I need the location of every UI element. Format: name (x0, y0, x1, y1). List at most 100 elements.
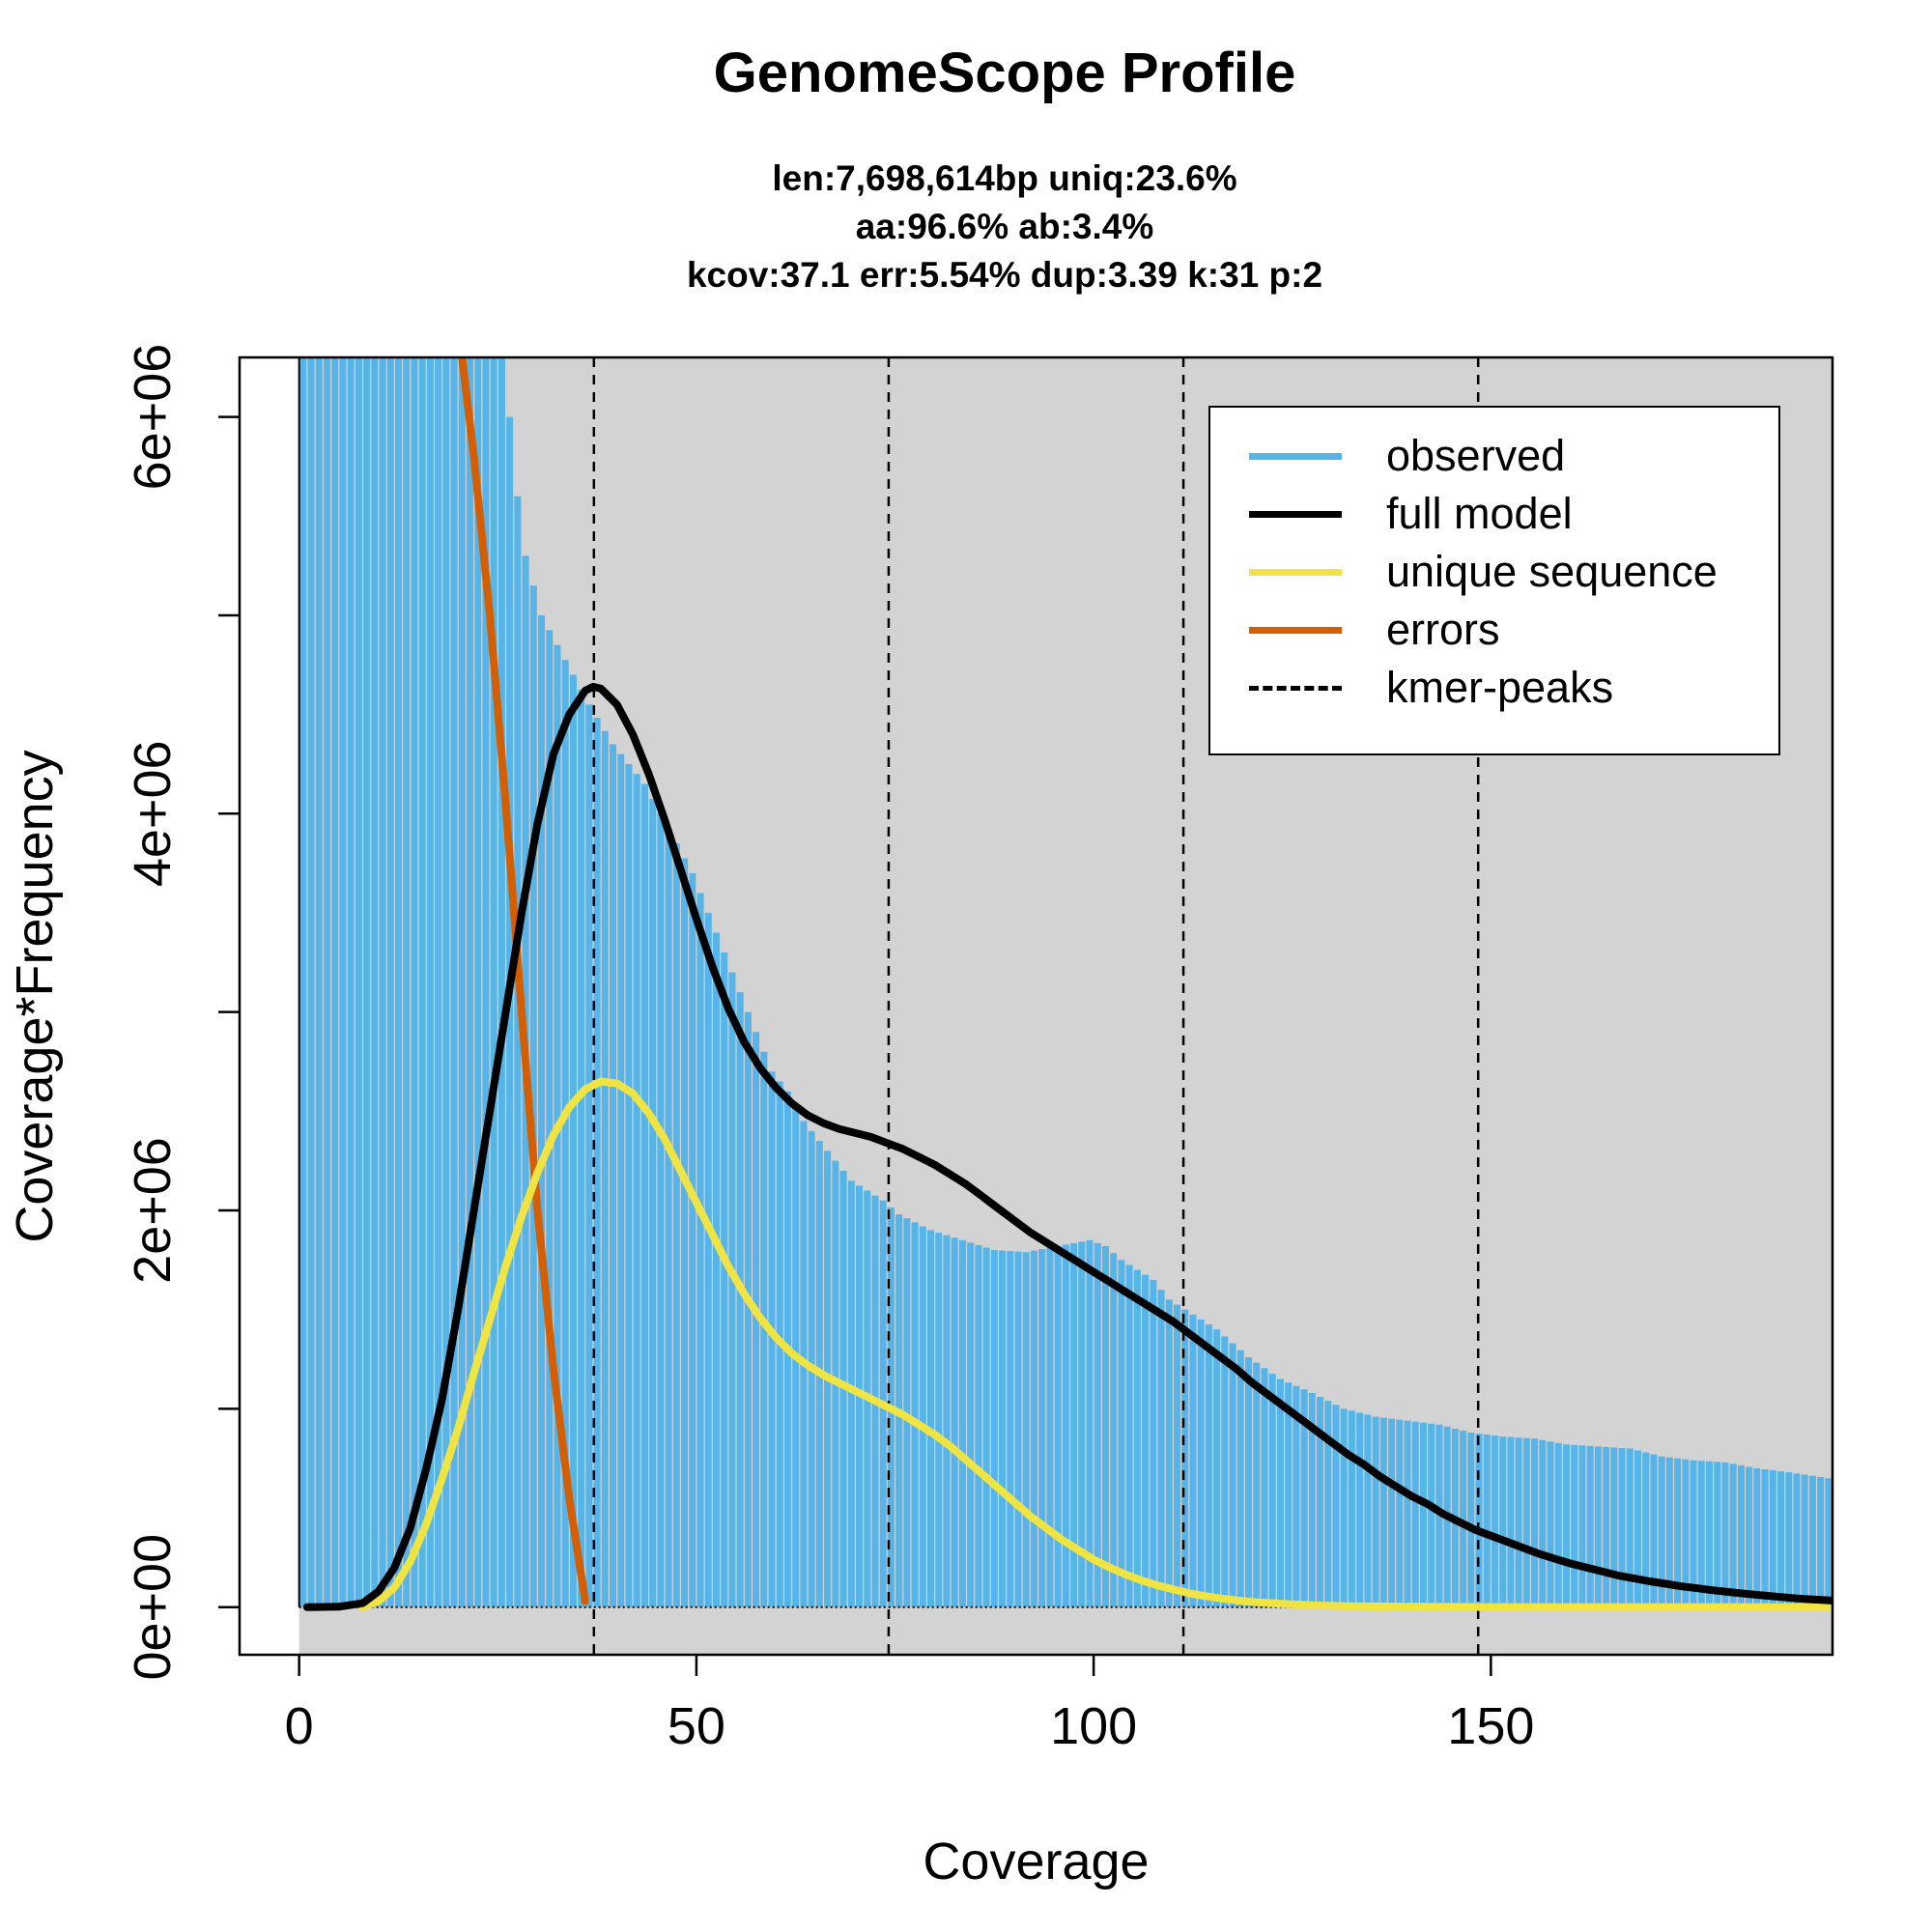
observed-bar (1268, 1373, 1276, 1607)
observed-bar (1110, 1253, 1118, 1607)
legend-swatch-errors (1249, 626, 1342, 634)
observed-bar (1324, 1401, 1332, 1607)
legend-item-kmer-peaks: kmer-peaks (1249, 659, 1613, 717)
observed-bar (919, 1226, 926, 1607)
observed-bar (339, 357, 347, 1607)
y-axis-label: Coverage*Frequency (6, 750, 64, 1242)
observed-bar (696, 893, 704, 1607)
observed-bar (1682, 1459, 1690, 1607)
observed-bar (1419, 1422, 1427, 1607)
legend-label-kmer-peaks: kmer-peaks (1386, 663, 1614, 712)
observed-bar (975, 1244, 982, 1607)
observed-bar (1062, 1244, 1069, 1607)
observed-bar (593, 718, 601, 1607)
observed-bar (672, 843, 680, 1607)
observed-bar (990, 1250, 998, 1607)
observed-bar (1086, 1239, 1094, 1607)
observed-bar (1674, 1458, 1682, 1607)
x-tick-label: 50 (668, 1697, 725, 1755)
observed-bar (1348, 1410, 1355, 1607)
observed-bar (514, 496, 522, 1607)
observed-bar (935, 1233, 943, 1607)
zero-coverage-strip (240, 357, 299, 1655)
observed-bar (1808, 1475, 1816, 1607)
observed-bar (394, 357, 403, 1607)
observed-bar (1761, 1468, 1769, 1607)
observed-bar (704, 912, 712, 1607)
observed-bar (1460, 1430, 1467, 1607)
observed-bar (1317, 1397, 1324, 1607)
observed-bar (1142, 1274, 1150, 1607)
legend-item-errors: errors (1249, 601, 1500, 659)
observed-bar (538, 614, 546, 1607)
observed-bar (1300, 1389, 1308, 1607)
observed-bar (728, 972, 736, 1607)
observed-bar (601, 730, 609, 1607)
observed-bar (712, 932, 720, 1607)
legend-item-observed: observed (1249, 427, 1565, 485)
observed-bar (665, 828, 672, 1607)
observed-bar (1046, 1247, 1054, 1607)
observed-bar (1253, 1362, 1261, 1607)
observed-bar (1411, 1421, 1419, 1607)
observed-bar (1173, 1304, 1180, 1607)
x-tick-label: 150 (1447, 1697, 1534, 1755)
observed-bar (1801, 1474, 1808, 1607)
observed-bar (760, 1051, 768, 1607)
chart-legend: observed full model unique sequence erro… (1208, 406, 1780, 755)
observed-bar (299, 357, 307, 1607)
observed-bar (1603, 1446, 1610, 1607)
observed-bar (1205, 1324, 1212, 1607)
observed-bar (1101, 1245, 1109, 1607)
observed-bar (331, 357, 339, 1607)
y-tick-label: 4e+06 (124, 740, 182, 887)
legend-swatch-unique-sequence (1249, 568, 1342, 576)
observed-bar (1022, 1252, 1030, 1607)
observed-bar (1475, 1434, 1483, 1607)
y-tick-label: 0e+00 (124, 1534, 182, 1681)
observed-bar (585, 704, 593, 1607)
observed-bar (1737, 1464, 1745, 1607)
observed-bar (1229, 1343, 1236, 1607)
observed-bar (1571, 1444, 1578, 1607)
observed-bar (1372, 1416, 1379, 1607)
legend-swatch-full-model (1249, 510, 1342, 518)
observed-bar (1293, 1385, 1300, 1607)
observed-bar (307, 357, 315, 1607)
observed-bar (386, 357, 394, 1607)
chart-subtitle-line-1: len:7,698,614bp uniq:23.6% (772, 158, 1237, 198)
observed-bar (1634, 1450, 1642, 1607)
observed-bar (1825, 1478, 1833, 1607)
observed-bar (1817, 1477, 1825, 1607)
observed-bar (951, 1237, 958, 1607)
observed-bar (1562, 1444, 1570, 1607)
observed-bar (958, 1239, 966, 1607)
observed-bar (466, 357, 474, 1607)
observed-bar (1388, 1418, 1396, 1607)
observed-bar (1181, 1309, 1189, 1607)
observed-bar (982, 1247, 990, 1607)
observed-bar (1642, 1452, 1650, 1607)
observed-bar (1515, 1437, 1522, 1607)
observed-bar (1547, 1441, 1554, 1607)
observed-bar (497, 357, 505, 1607)
observed-bar (999, 1250, 1007, 1607)
x-axis: 0 50 100 150 (285, 1655, 1534, 1755)
observed-bar (1522, 1437, 1530, 1607)
observed-bar (617, 753, 625, 1607)
legend-label-full-model: full model (1386, 489, 1573, 538)
observed-bar (315, 357, 323, 1607)
observed-bar (640, 783, 648, 1607)
observed-bar (1118, 1260, 1125, 1607)
observed-bar (1539, 1439, 1547, 1607)
observed-bar (1554, 1442, 1562, 1607)
unique-sequence-curve (358, 1077, 1833, 1611)
observed-bar (371, 357, 379, 1607)
observed-bar (1197, 1319, 1205, 1607)
observed-bar (943, 1235, 951, 1607)
observed-bar (1706, 1461, 1714, 1607)
observed-bar (1467, 1433, 1475, 1607)
observed-bar (482, 357, 490, 1607)
observed-bar (1078, 1241, 1086, 1607)
observed-bar (1729, 1463, 1737, 1607)
